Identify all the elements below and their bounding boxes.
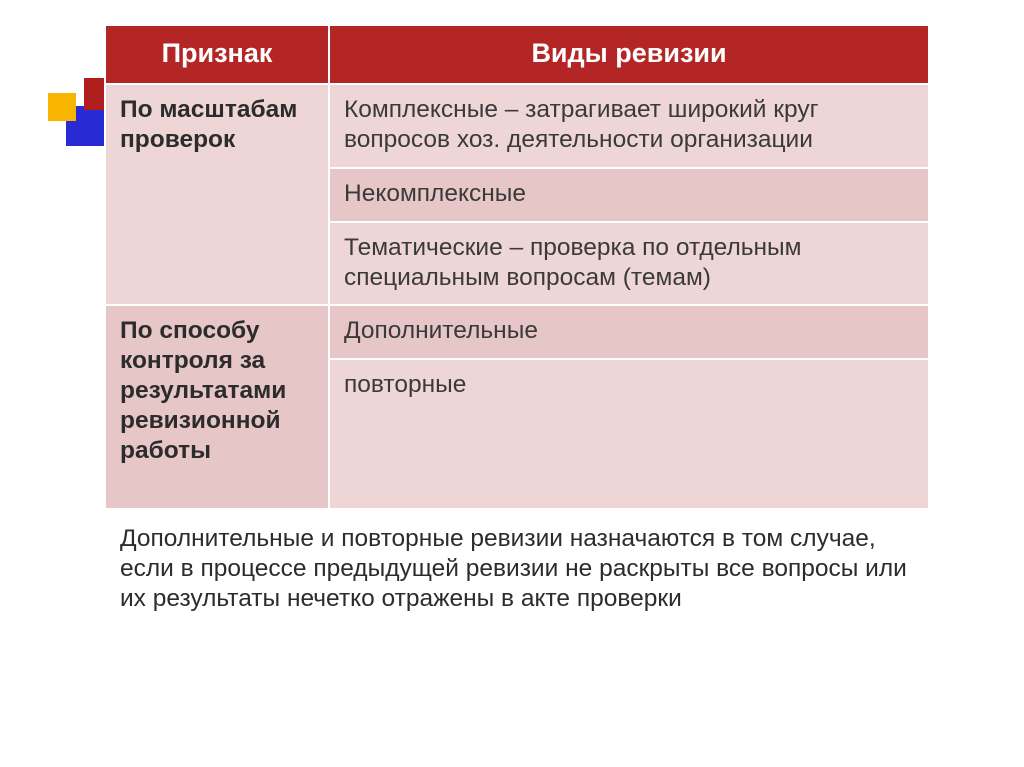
item-cell: повторные bbox=[329, 359, 929, 509]
footer-note: Дополнительные и повторные ревизии назна… bbox=[105, 509, 929, 629]
revision-types-table: Признак Виды ревизии По масштабам провер… bbox=[104, 24, 930, 630]
header-col2: Виды ревизии bbox=[329, 25, 929, 84]
table-row: По способу контроля за результатами реви… bbox=[105, 305, 929, 359]
item-cell: Дополнительные bbox=[329, 305, 929, 359]
table-header-row: Признак Виды ревизии bbox=[105, 25, 929, 84]
item-cell: Некомплексные bbox=[329, 168, 929, 222]
category-cell: По масштабам проверок bbox=[105, 84, 329, 305]
item-cell: Тематические – проверка по отдельным спе… bbox=[329, 222, 929, 306]
table-footer-row: Дополнительные и повторные ревизии назна… bbox=[105, 509, 929, 629]
category-cell: По способу контроля за результатами реви… bbox=[105, 305, 329, 509]
square-yellow-icon bbox=[48, 93, 76, 121]
revision-types-table-wrap: Признак Виды ревизии По масштабам провер… bbox=[104, 24, 930, 630]
item-cell: Комплексные – затрагивает широкий круг в… bbox=[329, 84, 929, 168]
table-row: По масштабам проверок Комплексные – затр… bbox=[105, 84, 929, 168]
header-col1: Признак bbox=[105, 25, 329, 84]
